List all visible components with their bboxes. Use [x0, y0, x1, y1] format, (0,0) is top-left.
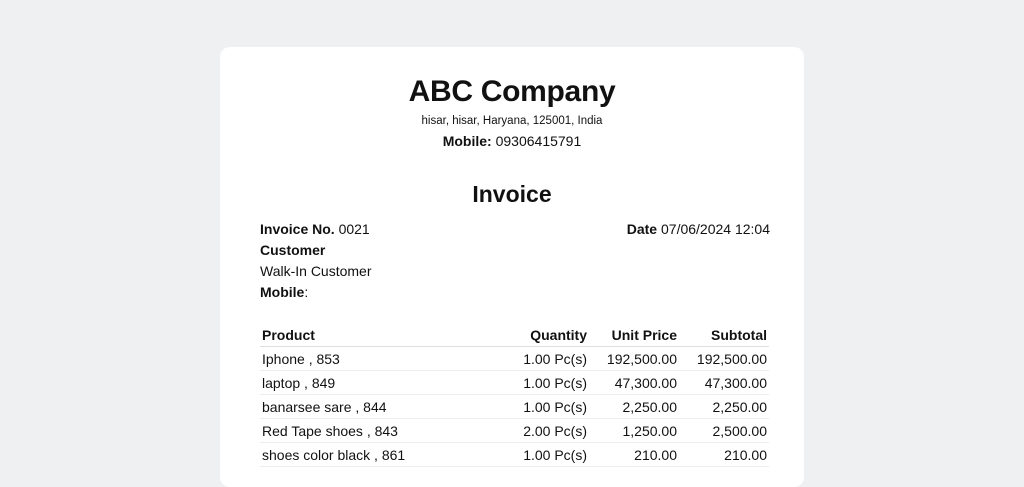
cell-subtotal: 210.00: [679, 442, 769, 467]
header-product: Product: [260, 324, 475, 347]
cell-quantity: 1.00 Pc(s): [475, 370, 589, 395]
cell-product: banarsee sare , 844: [260, 394, 475, 419]
cell-subtotal: 192,500.00: [679, 346, 769, 371]
cell-quantity: 1.00 Pc(s): [475, 346, 589, 371]
invoice-number-value: 0021: [338, 221, 370, 237]
customer-label: Customer: [260, 242, 326, 258]
items-table: Product Quantity Unit Price Subtotal Iph…: [260, 324, 769, 467]
cell-subtotal: 47,300.00: [679, 370, 769, 395]
cell-unit-price: 2,250.00: [589, 394, 679, 419]
table-header-row: Product Quantity Unit Price Subtotal: [260, 324, 769, 347]
invoice-date: Date 07/06/2024 12:04: [627, 219, 770, 240]
header-quantity: Quantity: [475, 324, 589, 347]
cell-product: laptop , 849: [260, 370, 475, 395]
cell-subtotal: 2,500.00: [679, 418, 769, 443]
table-row: banarsee sare , 844 1.00 Pc(s) 2,250.00 …: [260, 394, 769, 419]
cell-unit-price: 210.00: [589, 442, 679, 467]
table-row: laptop , 849 1.00 Pc(s) 47,300.00 47,300…: [260, 370, 769, 395]
header-unit-price: Unit Price: [589, 324, 679, 347]
invoice-document: ABC Company hisar, hisar, Haryana, 12500…: [220, 47, 804, 487]
company-mobile: Mobile: 09306415791: [220, 133, 804, 149]
company-mobile-label: Mobile:: [442, 133, 492, 149]
customer-mobile: Mobile:: [260, 282, 308, 303]
invoice-date-value: 07/06/2024 12:04: [661, 221, 770, 237]
cell-unit-price: 192,500.00: [589, 346, 679, 371]
cell-unit-price: 1,250.00: [589, 418, 679, 443]
cell-quantity: 1.00 Pc(s): [475, 394, 589, 419]
table-row: Red Tape shoes , 843 2.00 Pc(s) 1,250.00…: [260, 418, 769, 443]
invoice-date-label: Date: [626, 221, 658, 237]
customer-mobile-label: Mobile: [260, 284, 305, 300]
cell-unit-price: 47,300.00: [589, 370, 679, 395]
company-mobile-value: 09306415791: [495, 133, 582, 149]
company-address: hisar, hisar, Haryana, 125001, India: [421, 115, 603, 127]
invoice-number-label: Invoice No.: [260, 221, 335, 237]
company-name: ABC Company: [408, 75, 616, 108]
cell-quantity: 2.00 Pc(s): [475, 418, 589, 443]
table-row: Iphone , 853 1.00 Pc(s) 192,500.00 192,5…: [260, 346, 769, 371]
document-title: Invoice: [472, 181, 552, 207]
table-row: shoes color black , 861 1.00 Pc(s) 210.0…: [260, 442, 769, 467]
cell-product: Iphone , 853: [260, 346, 475, 371]
cell-product: Red Tape shoes , 843: [260, 418, 475, 443]
cell-quantity: 1.00 Pc(s): [475, 442, 589, 467]
invoice-number: Invoice No. 0021: [260, 219, 370, 240]
customer-name: Walk-In Customer: [260, 263, 372, 279]
cell-subtotal: 2,250.00: [679, 394, 769, 419]
cell-product: shoes color black , 861: [260, 442, 475, 467]
header-subtotal: Subtotal: [679, 324, 769, 347]
customer-mobile-value: :: [304, 284, 309, 300]
